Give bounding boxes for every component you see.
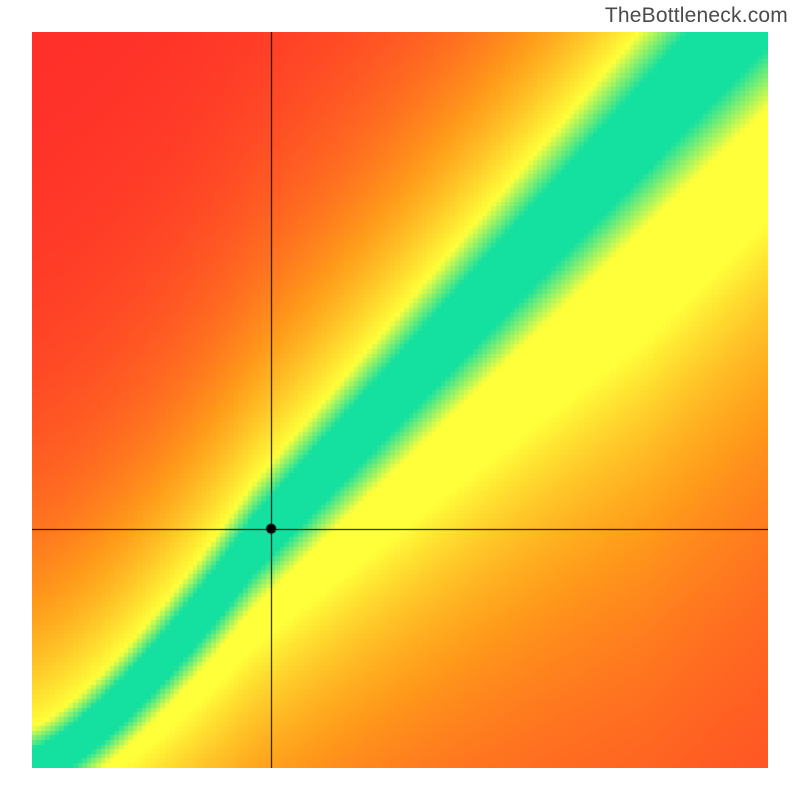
chart-border <box>32 32 768 768</box>
bottleneck-heatmap <box>32 32 768 768</box>
watermark-text: TheBottleneck.com <box>605 4 788 28</box>
chart-container: TheBottleneck.com <box>0 0 800 800</box>
